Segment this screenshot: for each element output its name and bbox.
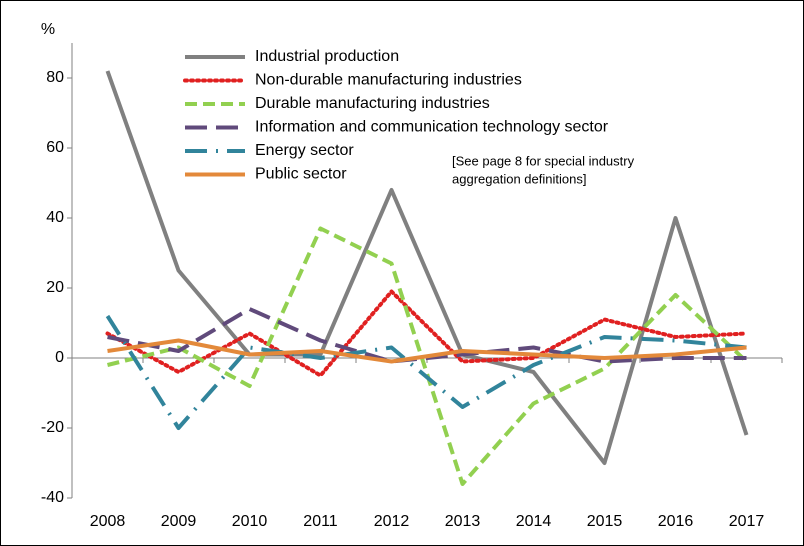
x-tick-label: 2011 (303, 513, 338, 530)
annotation: aggregation definitions] (452, 171, 586, 186)
x-tick-label: 2016 (658, 513, 694, 530)
y-tick-label: -20 (41, 419, 64, 436)
x-tick-label: 2015 (587, 513, 623, 530)
annotation: [See page 8 for special industry (452, 153, 635, 168)
legend-label: Durable manufacturing industries (255, 95, 490, 112)
x-tick-label: 2017 (729, 513, 765, 530)
y-axis-label: % (41, 21, 55, 38)
y-tick-label: 20 (46, 279, 64, 296)
x-tick-label: 2012 (374, 513, 410, 530)
y-tick-label: 80 (46, 69, 64, 86)
legend-label: Public sector (255, 166, 347, 183)
y-tick-label: 0 (55, 349, 64, 366)
y-tick-label: 60 (46, 139, 64, 156)
x-tick-label: 2008 (90, 513, 126, 530)
x-tick-label: 2014 (516, 513, 552, 530)
x-tick-label: 2010 (232, 513, 268, 530)
legend-label: Information and communication technology… (255, 119, 609, 136)
y-tick-label: -40 (41, 489, 64, 506)
x-tick-label: 2013 (445, 513, 481, 530)
series-line (107, 226, 748, 486)
x-tick-label: 2009 (161, 513, 197, 530)
legend-label: Energy sector (255, 142, 354, 159)
series-line (107, 338, 747, 364)
series-line (105, 314, 747, 430)
legend-label: Industrial production (255, 48, 399, 65)
series-line (105, 289, 749, 378)
series-line (105, 70, 749, 465)
legend-label: Non-durable manufacturing industries (255, 72, 522, 89)
y-tick-label: 40 (46, 209, 64, 226)
